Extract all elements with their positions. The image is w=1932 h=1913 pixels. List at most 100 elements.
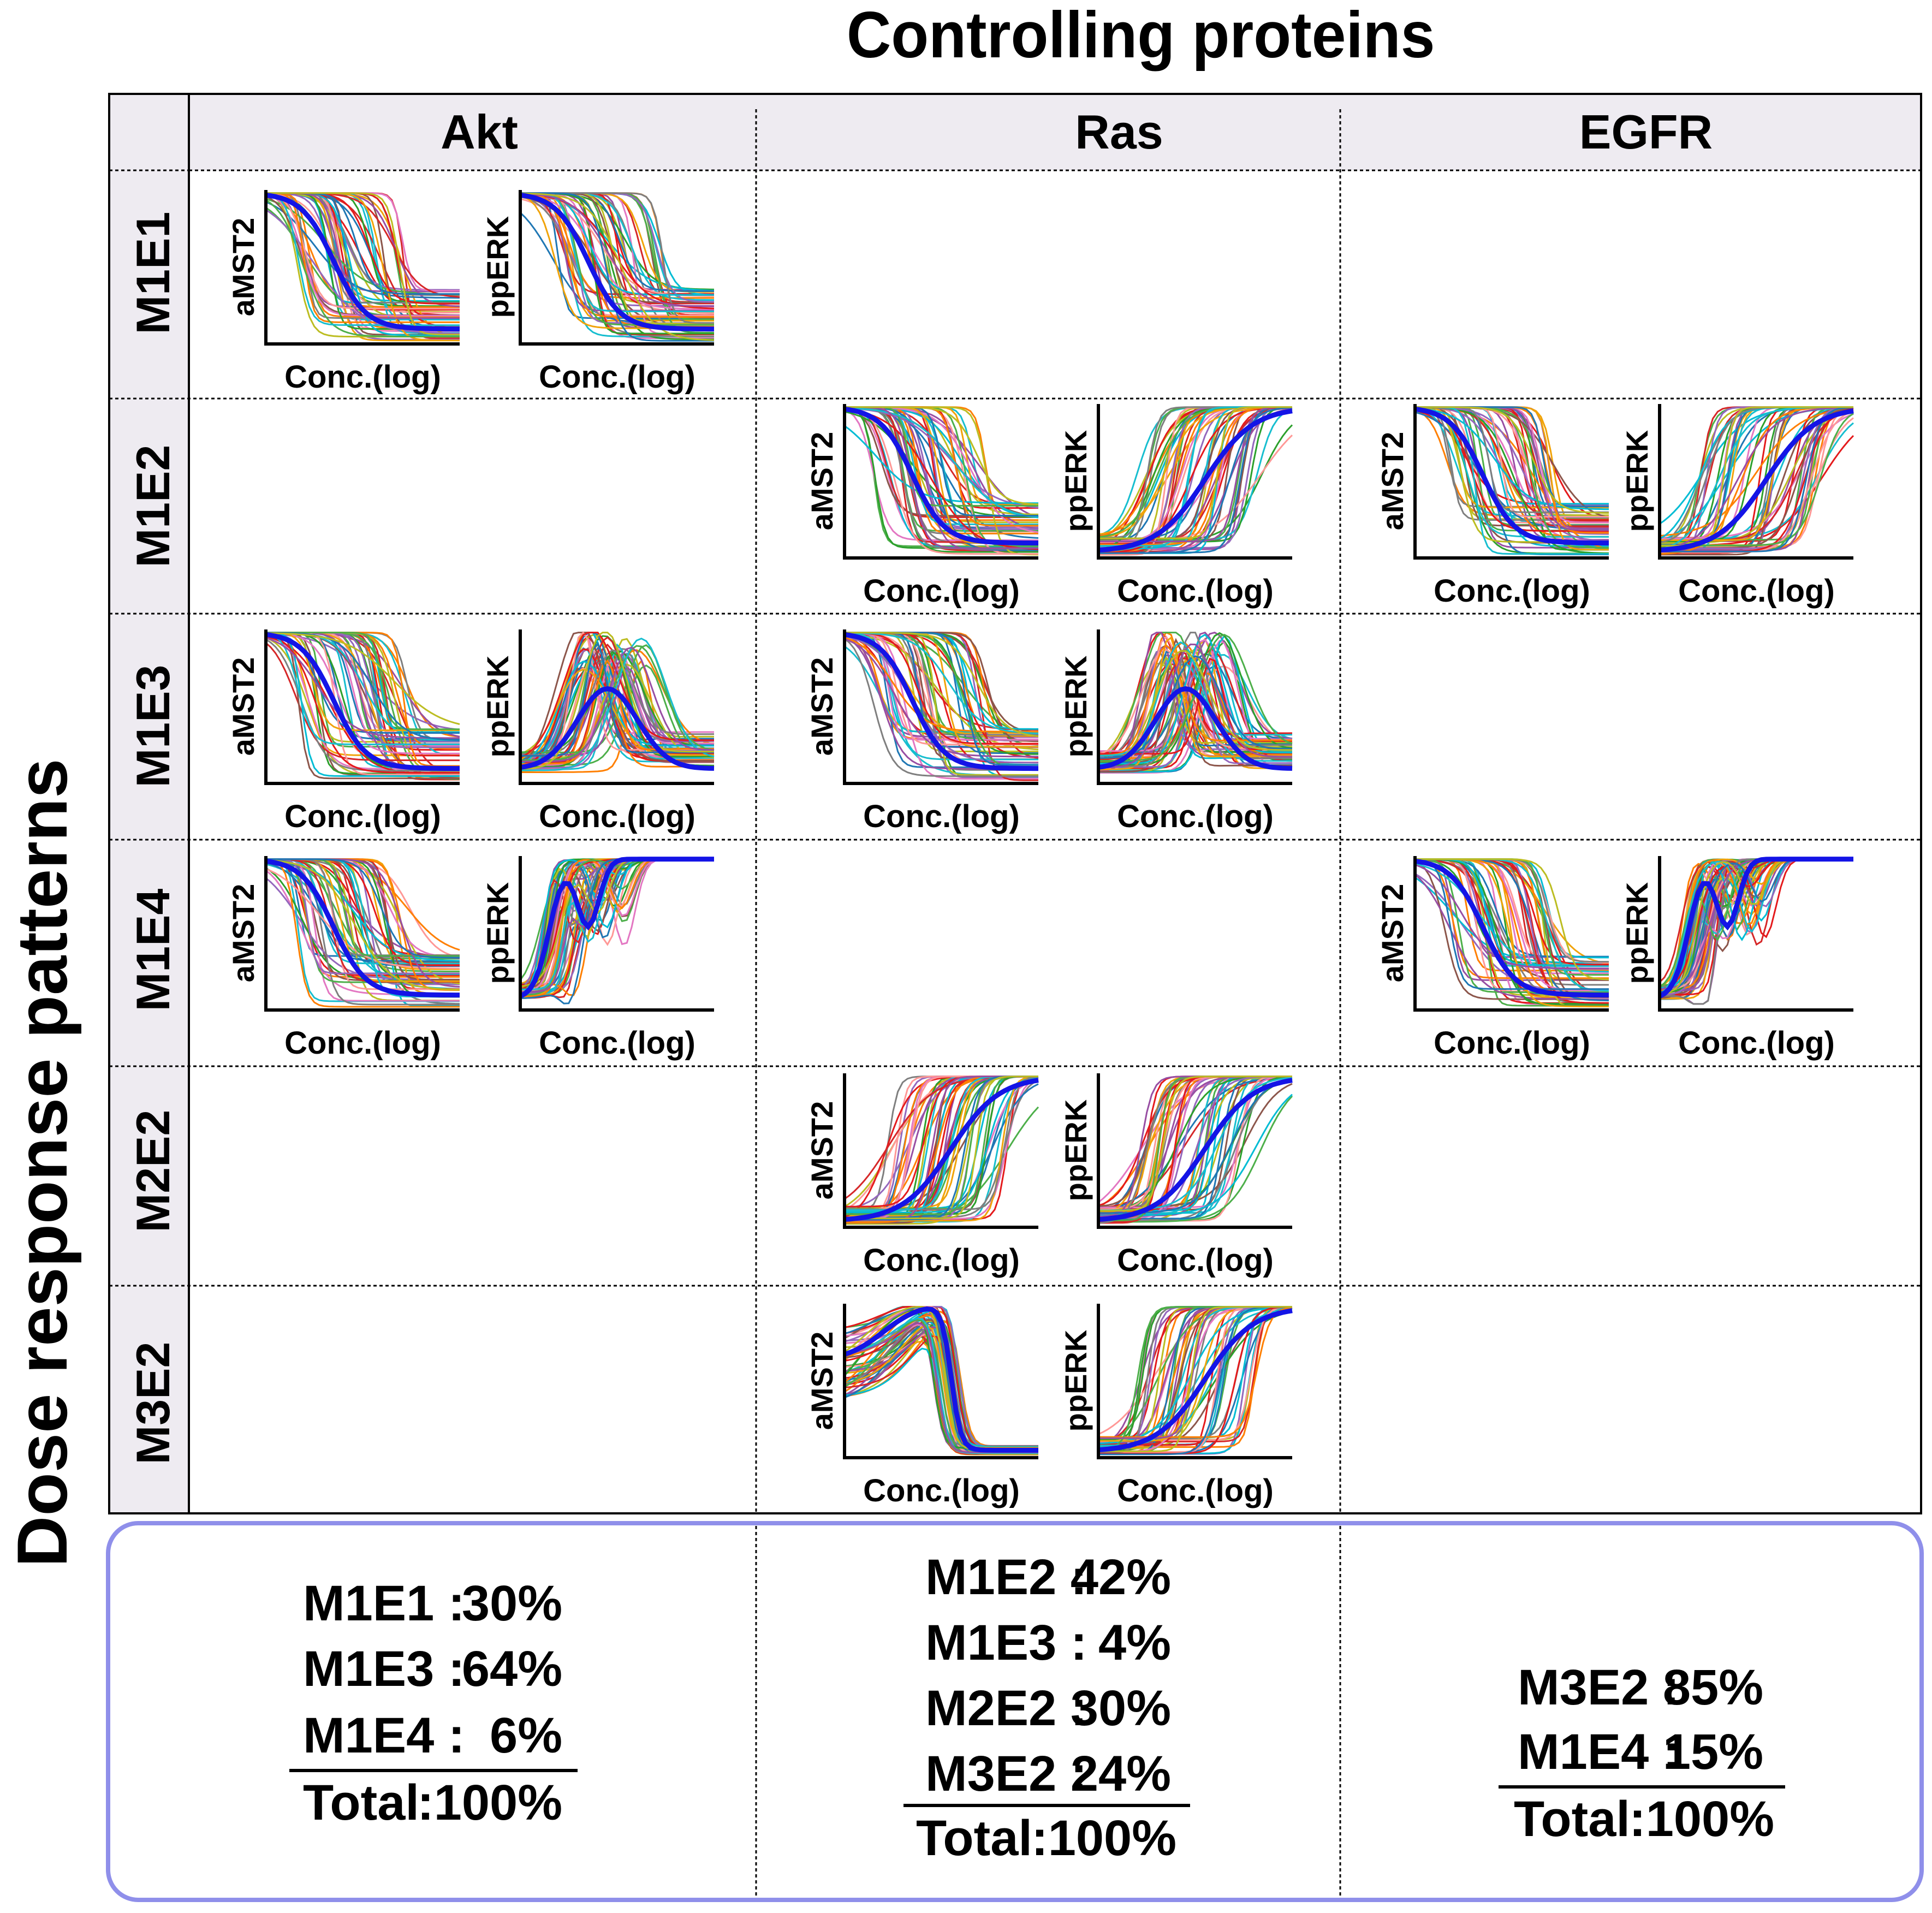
plot-x-label: Conc.(log) <box>1117 573 1274 609</box>
summary-value: 85% <box>1663 1660 1763 1715</box>
summary-value: 24% <box>1071 1746 1171 1802</box>
plot-m1e4-egfr-amst2: aMST2 Conc.(log) <box>1375 856 1609 1061</box>
curve <box>1098 643 1292 769</box>
plot-x-label: Conc.(log) <box>863 1243 1020 1278</box>
curve <box>520 632 714 770</box>
curve <box>520 659 714 765</box>
plot-m1e2-ras-pperk: ppERK Conc.(log) <box>1059 404 1293 609</box>
curve <box>844 632 1038 741</box>
curve <box>266 632 460 730</box>
plot-m1e2-egfr-pperk: ppERK Conc.(log) <box>1620 404 1854 609</box>
curve <box>1415 858 1609 1005</box>
curve <box>1098 632 1293 766</box>
curve <box>520 193 715 307</box>
plot-y-label: aMST2 <box>805 1101 839 1200</box>
plot-y-label: ppERK <box>1059 656 1093 758</box>
plot-x-label: Conc.(log) <box>1117 1243 1274 1278</box>
axes <box>1658 856 1853 1012</box>
axes <box>843 404 1038 560</box>
curve <box>265 193 460 326</box>
plot-x-label: Conc.(log) <box>1678 1025 1835 1061</box>
mean-curve <box>1098 408 1293 553</box>
curve <box>1098 1076 1292 1210</box>
curve <box>844 638 1038 777</box>
curve <box>266 858 460 959</box>
row-label-band <box>109 94 189 1513</box>
mean-curve <box>1414 406 1609 546</box>
curve <box>520 192 714 342</box>
curve <box>265 192 460 323</box>
summary-ras: M1E2 : 42% M1E3 : 4% M2E2 : 30% M3E2 : 2… <box>903 1549 1190 1866</box>
mean-curve <box>844 406 1038 546</box>
axes <box>519 856 714 1012</box>
summary-name: M1E1 : <box>303 1576 465 1631</box>
row-label-m2e2: M2E2 <box>127 1110 180 1233</box>
summary-value: 64% <box>462 1641 562 1697</box>
plot-m1e3-ras-amst2: aMST2 Conc.(log) <box>805 629 1039 834</box>
axes <box>1097 1304 1292 1459</box>
plot-m1e4-akt-amst2: aMST2 Conc.(log) <box>226 856 460 1061</box>
curve <box>1098 1076 1292 1210</box>
plot-x-label: Conc.(log) <box>539 359 695 395</box>
row-label-m1e4: M1E4 <box>127 889 180 1012</box>
summary-value: 42% <box>1071 1549 1171 1605</box>
summary-name: M3E2 : <box>1518 1660 1680 1715</box>
row-label-m1e1: M1E1 <box>127 212 180 335</box>
curve <box>520 650 714 768</box>
summary-value: 6% <box>490 1708 562 1763</box>
curve <box>265 632 460 777</box>
curve <box>265 632 460 754</box>
curve <box>1415 858 1609 1005</box>
curve <box>520 193 715 310</box>
curve <box>1098 406 1292 543</box>
summary-box <box>106 1521 1924 1902</box>
curve <box>265 198 460 295</box>
plot-y-label: ppERK <box>480 656 515 758</box>
plot-x-label: Conc.(log) <box>284 799 441 834</box>
curve <box>520 632 714 759</box>
header-band <box>109 94 1921 170</box>
plot-x-label: Conc.(log) <box>1117 1473 1274 1508</box>
summary-total-value: :100% <box>1031 1810 1176 1866</box>
plot-m1e1-akt-pperk: ppERK Conc.(log) <box>480 190 715 395</box>
mean-curve <box>1098 1308 1293 1453</box>
axes <box>1658 404 1853 560</box>
summary-value: 4% <box>1098 1615 1171 1671</box>
row-label-m1e3: M1E3 <box>127 665 180 788</box>
plot-m3e2-ras-amst2: aMST2 Conc.(log) <box>805 1304 1038 1508</box>
summary-total-value: :100% <box>417 1775 562 1831</box>
curve <box>1098 406 1293 554</box>
curve <box>1414 863 1609 973</box>
curve <box>844 406 1038 518</box>
column-header-egfr: EGFR <box>1579 105 1713 159</box>
curve <box>1660 406 1854 552</box>
plot-y-label: ppERK <box>1620 430 1654 532</box>
plot-y-label: aMST2 <box>226 884 260 983</box>
plot-x-label: Conc.(log) <box>863 573 1020 609</box>
curve <box>845 1076 1038 1208</box>
mean-curve <box>844 1078 1039 1222</box>
curve <box>1098 1306 1292 1455</box>
curve <box>1415 858 1609 1004</box>
row-label-m1e2: M1E2 <box>127 445 180 568</box>
plot-m1e3-akt-amst2: aMST2 Conc.(log) <box>226 629 460 834</box>
curve <box>1098 1306 1292 1452</box>
curve <box>265 858 460 1002</box>
axes <box>1097 629 1292 785</box>
table-grid <box>108 93 1922 1514</box>
curve <box>1098 632 1292 763</box>
curve <box>1098 1076 1292 1207</box>
mean-curve <box>265 192 460 332</box>
axes <box>1413 404 1609 560</box>
curve <box>265 209 460 335</box>
axes <box>1097 404 1292 560</box>
summary-total-value: :100% <box>1629 1791 1774 1847</box>
curve <box>1415 858 1609 1004</box>
summary-total-label: Total <box>303 1775 419 1831</box>
mean-curve <box>844 632 1038 771</box>
summary-value: 30% <box>462 1576 562 1631</box>
plot-x-label: Conc.(log) <box>539 1025 695 1061</box>
mean-curve <box>1414 858 1609 998</box>
plot-x-label: Conc.(log) <box>284 1025 441 1061</box>
